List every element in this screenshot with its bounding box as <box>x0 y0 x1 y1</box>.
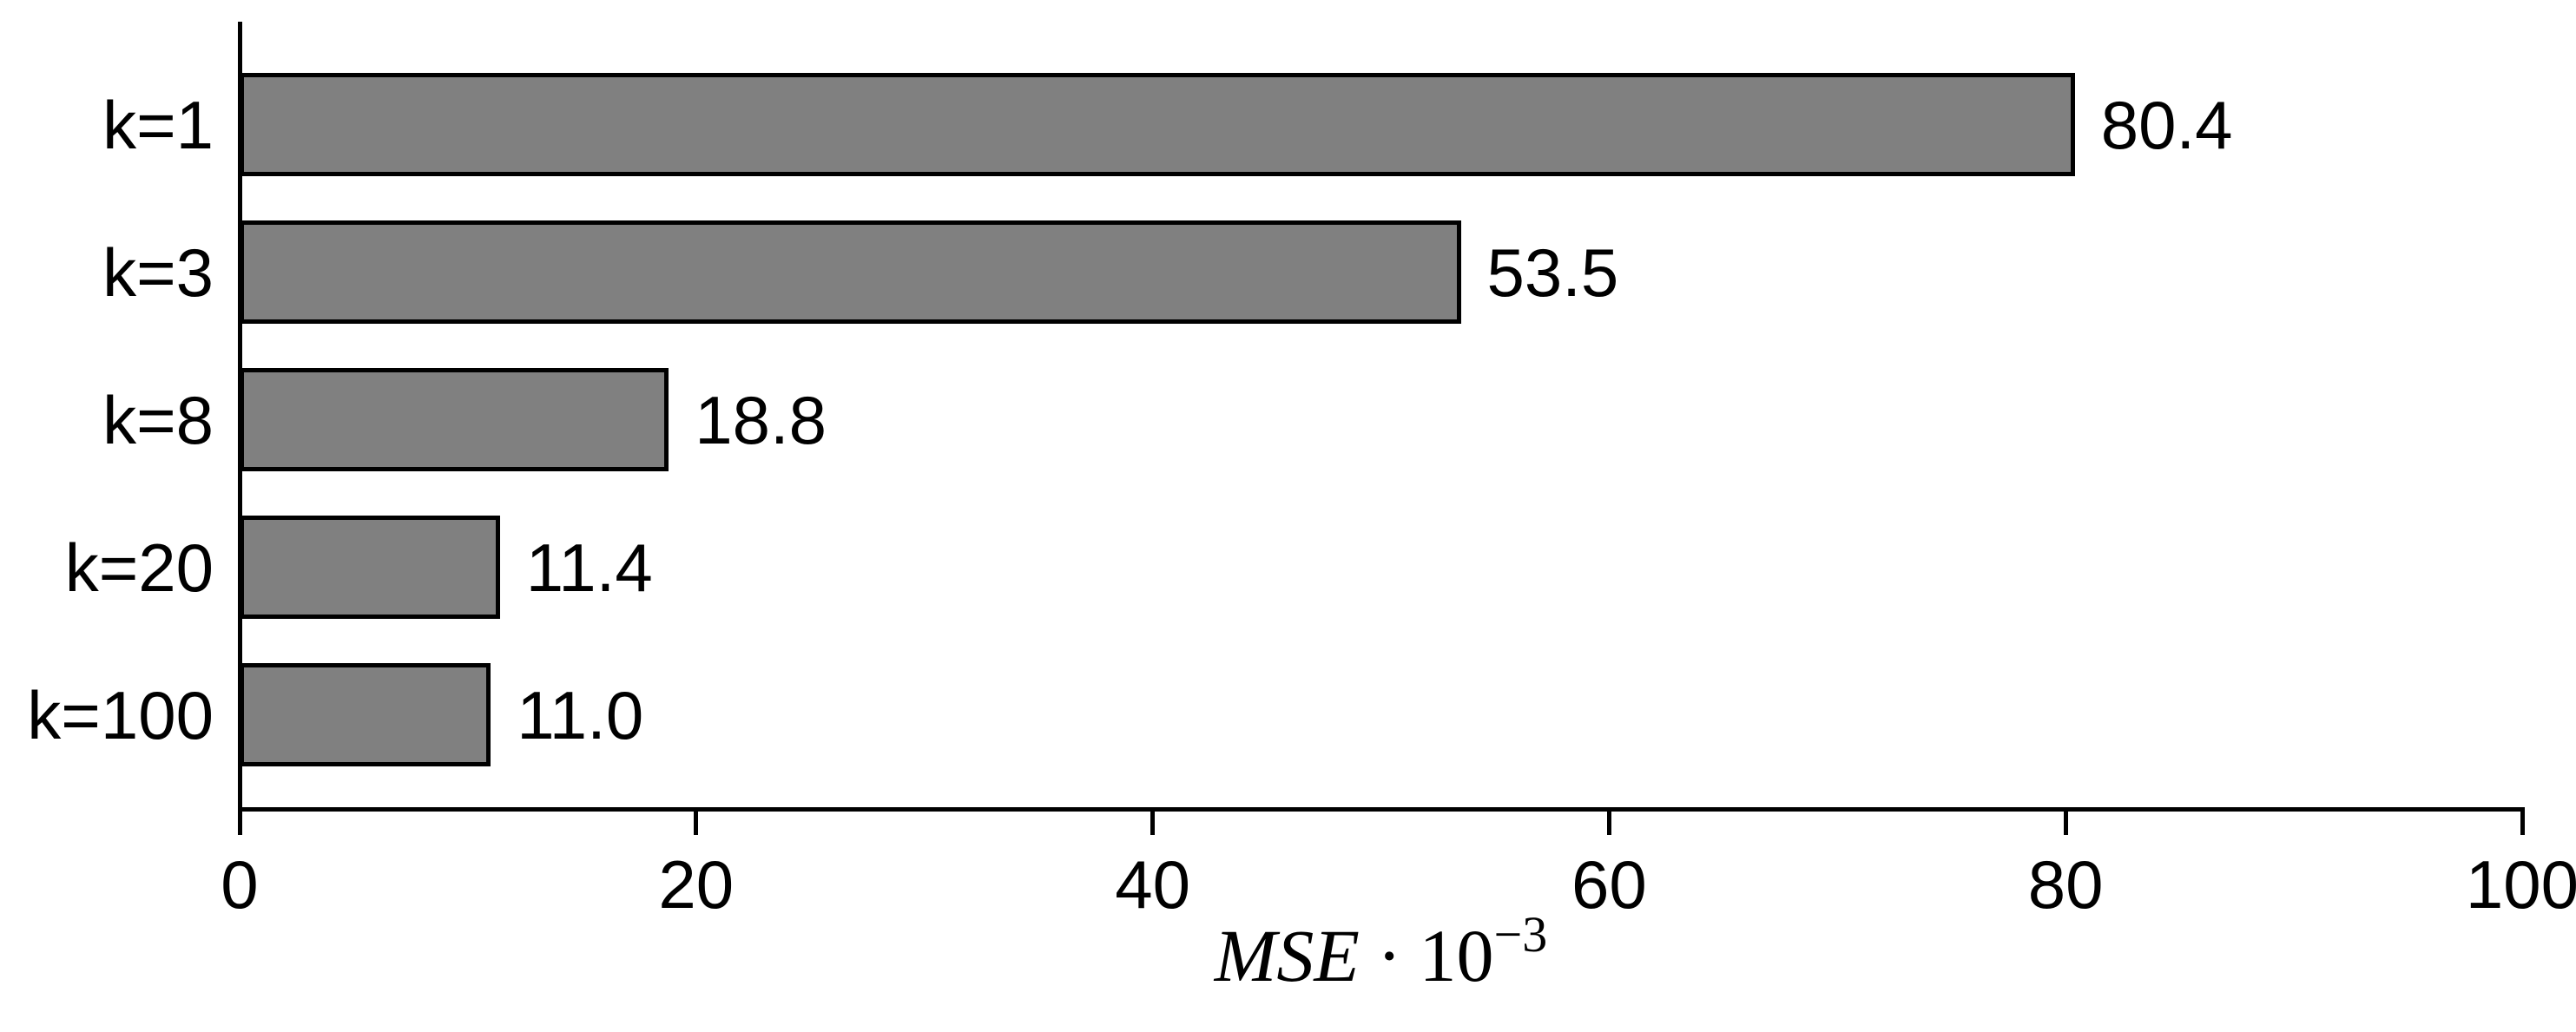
bar <box>240 73 2075 176</box>
y-axis-line <box>237 22 242 812</box>
bar <box>240 220 1461 324</box>
bar <box>240 516 500 619</box>
bar <box>240 663 491 766</box>
x-tick <box>237 811 242 835</box>
x-axis-label-exponent: −3 <box>1493 906 1548 963</box>
x-axis-label-variable: MSE <box>1214 914 1360 997</box>
value-label: 11.4 <box>525 529 653 606</box>
value-label: 80.4 <box>2100 86 2233 163</box>
value-label: 11.0 <box>517 676 644 753</box>
x-tick-label: 0 <box>221 846 259 923</box>
x-tick <box>1606 811 1611 835</box>
value-label: 18.8 <box>695 381 827 458</box>
multiply-dot: · <box>1376 914 1402 997</box>
x-axis-line <box>237 806 2525 812</box>
x-tick <box>2063 811 2068 835</box>
x-tick-label: 100 <box>2465 846 2576 923</box>
category-label: k=8 <box>102 381 214 458</box>
category-label: k=1 <box>102 86 214 163</box>
category-label: k=3 <box>102 233 214 311</box>
x-axis-label-base: 10 <box>1419 914 1494 997</box>
x-axis-label: MSE · 10−3 <box>240 910 2522 994</box>
category-label: k=20 <box>64 529 214 606</box>
x-tick <box>1150 811 1156 835</box>
x-tick-label: 80 <box>2027 846 2104 923</box>
x-tick-label: 20 <box>658 846 735 923</box>
x-tick-label: 40 <box>1115 846 1190 923</box>
x-tick-label: 60 <box>1571 846 1647 923</box>
x-tick <box>694 811 699 835</box>
value-label: 53.5 <box>1486 233 1619 311</box>
bar <box>240 368 669 471</box>
category-label: k=100 <box>27 676 214 753</box>
x-tick <box>2520 811 2525 835</box>
